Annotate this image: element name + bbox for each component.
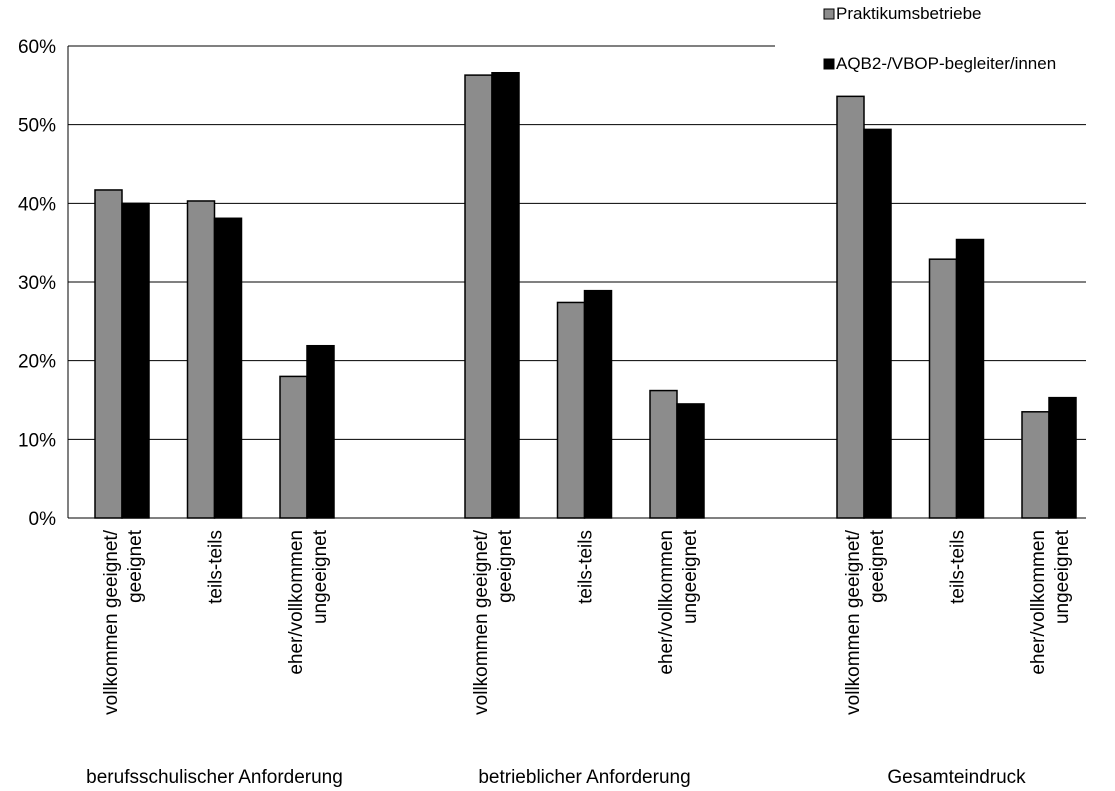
group-label: betrieblicher Anforderung: [478, 767, 690, 788]
category-label: geeignet: [125, 529, 146, 603]
bar-aqb2-vbop: [1048, 396, 1077, 519]
category-label: geeignet: [867, 529, 888, 603]
bar-praktikumsbetriebe: [279, 375, 308, 519]
bar-aqb2-vbop: [121, 202, 150, 519]
category-label: eher/vollkommen: [1028, 530, 1049, 675]
legend-label: Praktikumsbetriebe: [836, 4, 982, 23]
bar-aqb2-vbop: [955, 238, 985, 519]
y-tick-label: 0%: [29, 509, 57, 530]
category-label: ungeeignet: [680, 529, 701, 624]
y-tick-label: 40%: [18, 194, 56, 215]
bar-praktikumsbetriebe: [928, 258, 958, 519]
category-label: ungeeignet: [1052, 529, 1073, 624]
category-label: teils-teils: [576, 530, 597, 604]
bar-aqb2-vbop: [213, 217, 243, 519]
bar-praktikumsbetriebe: [836, 95, 865, 519]
y-tick-label: 50%: [18, 116, 56, 137]
bar-aqb2-vbop: [583, 289, 613, 519]
bar-praktikumsbetriebe: [464, 74, 493, 519]
category-label: eher/vollkommen: [656, 530, 677, 675]
bar-praktikumsbetriebe: [556, 301, 586, 519]
group-label: berufsschulischer Anforderung: [86, 767, 343, 788]
y-tick-label: 10%: [18, 430, 56, 451]
y-tick-label: 30%: [18, 273, 56, 294]
legend-swatch: [823, 8, 835, 20]
category-label: vollkommen geeignet/: [101, 529, 122, 715]
category-label: vollkommen geeignet/: [843, 529, 864, 715]
bar-aqb2-vbop: [863, 128, 892, 519]
category-label: geeignet: [495, 529, 516, 603]
category-label: teils-teils: [948, 530, 969, 604]
group-label: Gesamteindruck: [887, 767, 1026, 788]
bar-aqb2-vbop: [306, 344, 335, 519]
bar-praktikumsbetriebe: [649, 389, 678, 519]
bar-aqb2-vbop: [491, 71, 520, 519]
category-label: teils-teils: [206, 530, 227, 604]
bar-praktikumsbetriebe: [94, 189, 123, 519]
bar-praktikumsbetriebe: [186, 200, 216, 519]
category-label: eher/vollkommen: [286, 530, 307, 675]
y-tick-label: 60%: [18, 37, 56, 58]
legend-label: AQB2-/VBOP-begleiter/innen: [836, 54, 1056, 73]
bar-praktikumsbetriebe: [1021, 411, 1050, 519]
legend-swatch: [823, 58, 835, 70]
y-tick-label: 20%: [18, 352, 56, 373]
bar-aqb2-vbop: [676, 403, 705, 519]
category-label: ungeeignet: [310, 529, 331, 624]
category-label: vollkommen geeignet/: [471, 529, 492, 715]
